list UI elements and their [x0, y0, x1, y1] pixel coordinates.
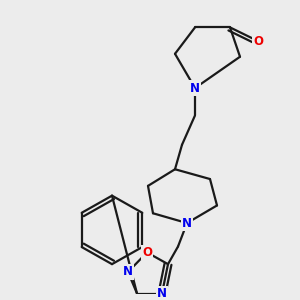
Text: N: N	[157, 287, 167, 300]
Text: O: O	[142, 246, 152, 259]
Text: N: N	[182, 217, 192, 230]
Text: N: N	[123, 266, 133, 278]
Text: N: N	[190, 82, 200, 94]
Text: O: O	[253, 34, 263, 48]
